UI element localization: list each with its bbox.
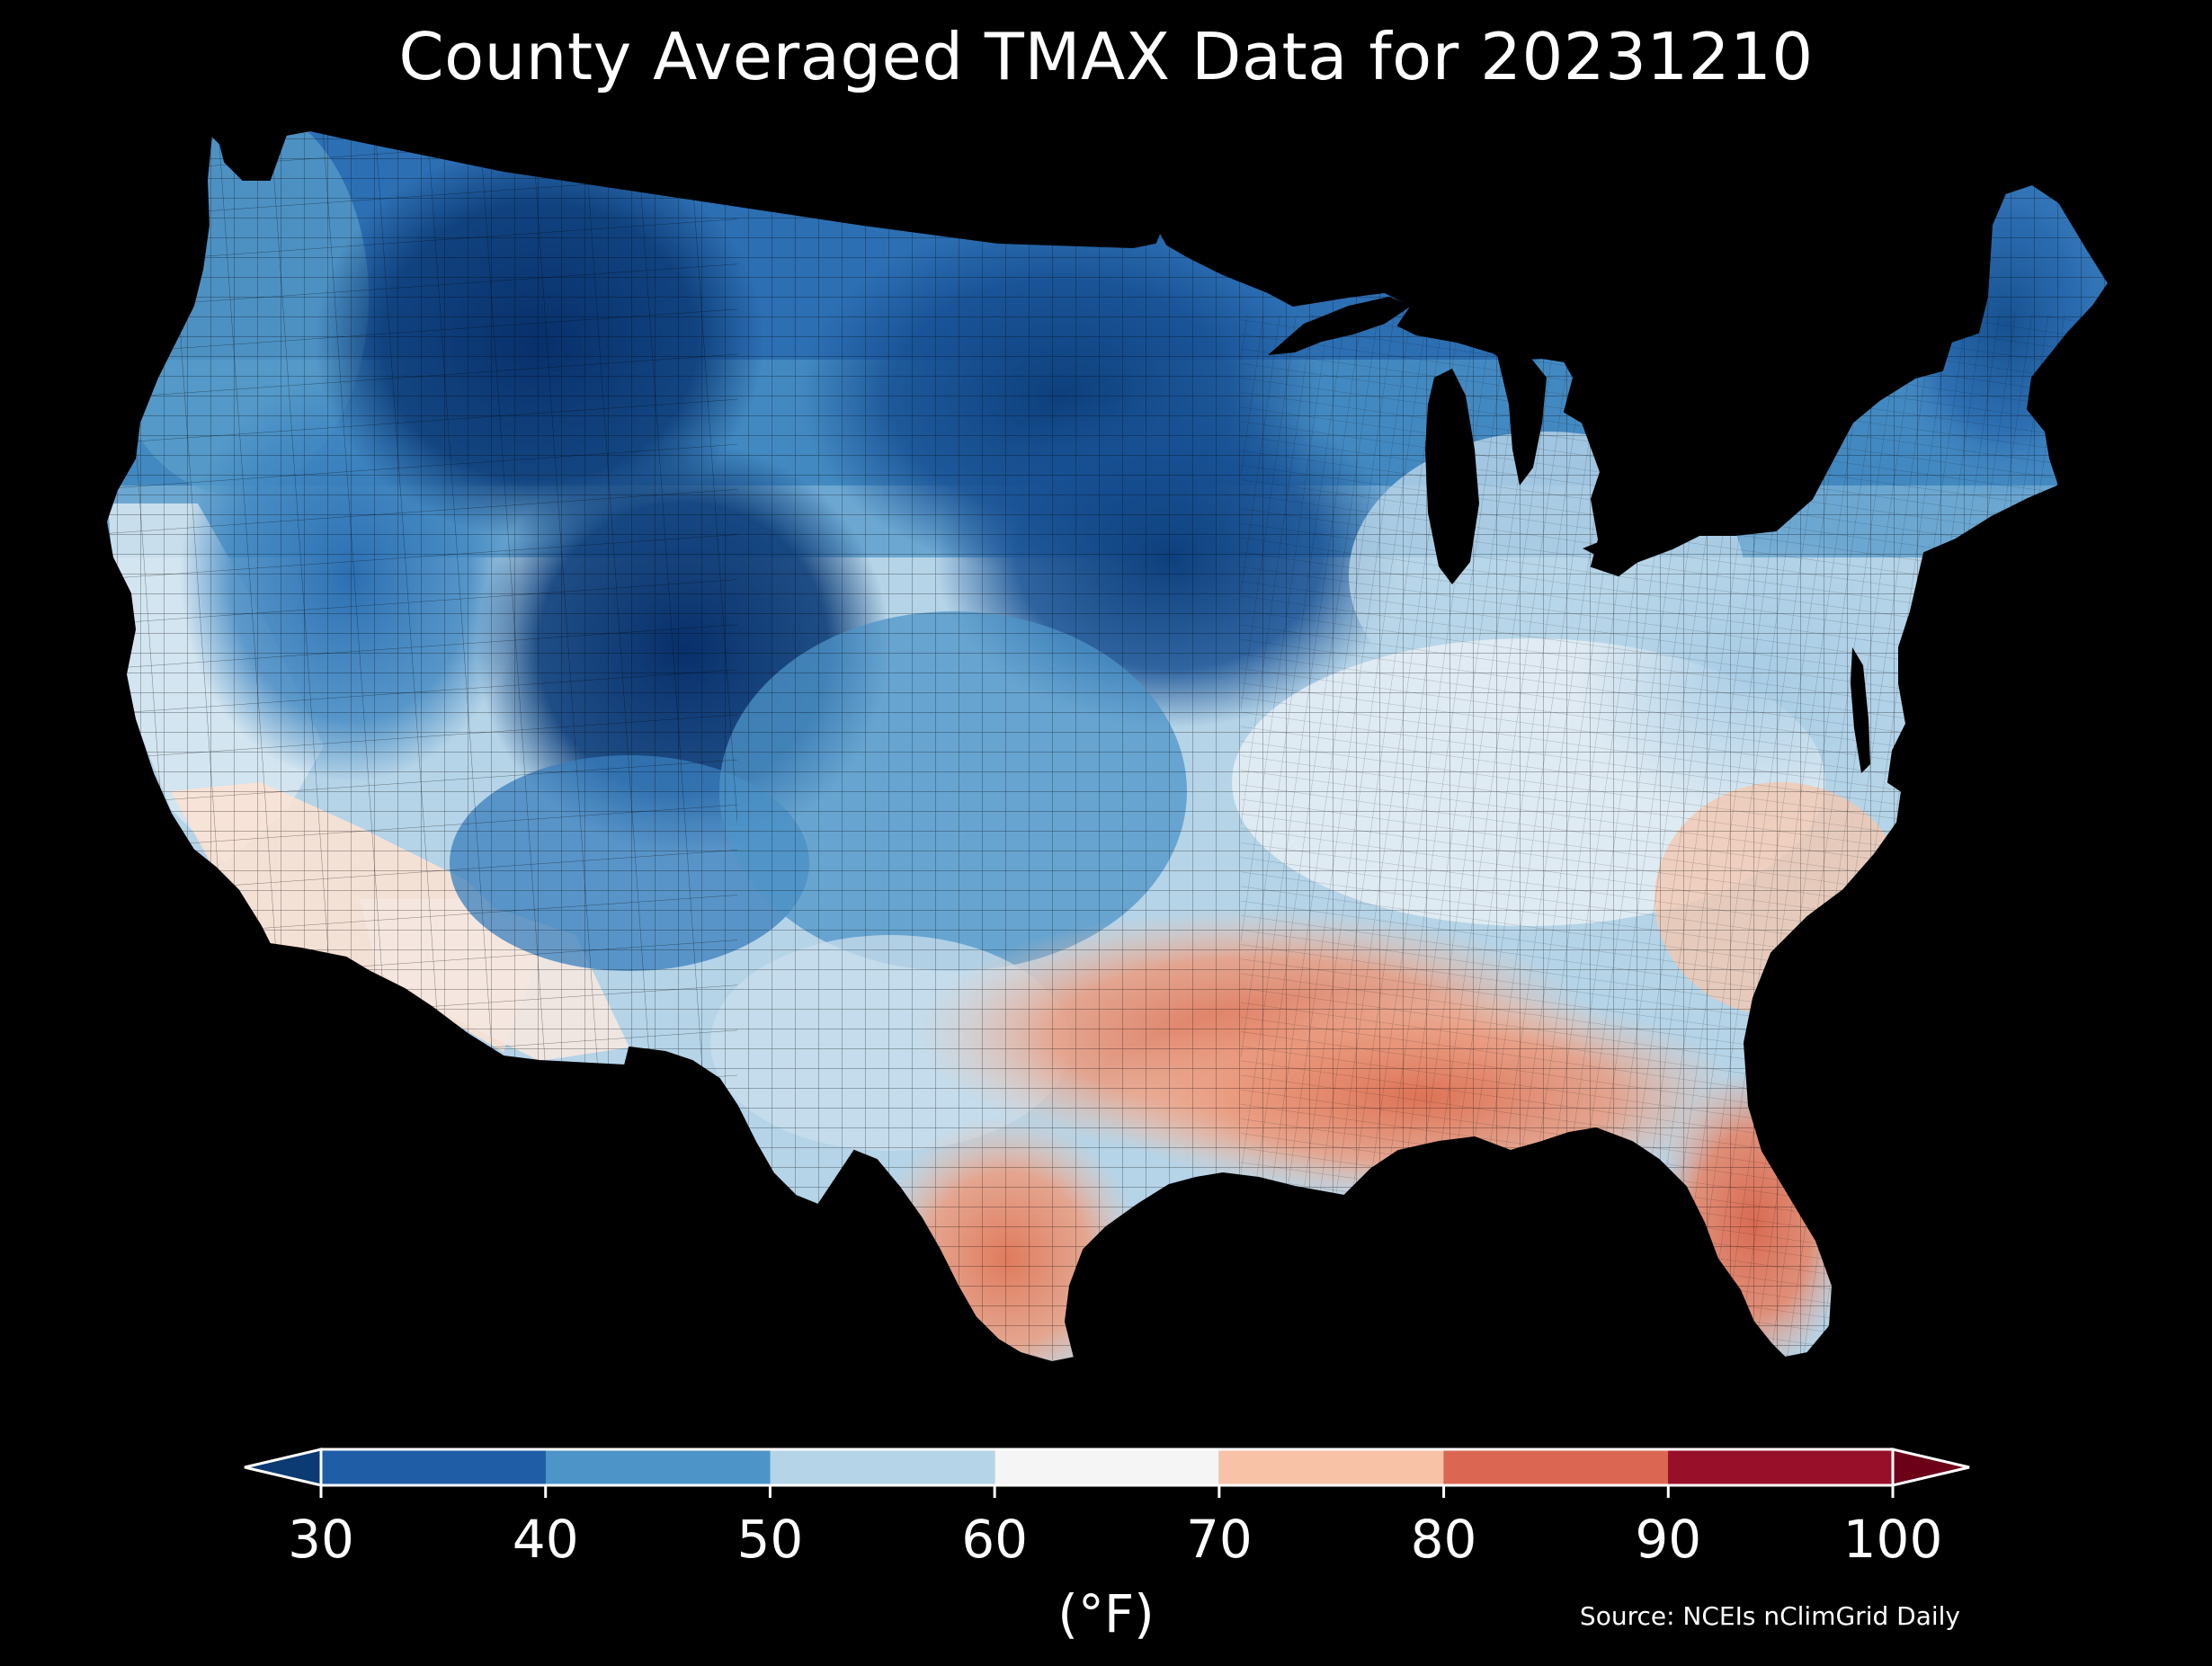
source-credit: Source: NCEIs nClimGrid Daily (1579, 1601, 1960, 1631)
colorbar-bin-90-100 (1668, 1449, 1893, 1485)
colorbar-tick-label-30: 30 (288, 1509, 354, 1570)
colorbar-tick-label-50: 50 (736, 1509, 804, 1570)
colorbar-ticks (319, 1485, 1895, 1498)
colorbar-bin-40-50 (545, 1449, 771, 1485)
lake-huron (1497, 355, 1547, 486)
colorbar-bins (321, 1449, 1893, 1485)
map-title: County Averaged TMAX Data for 20231210 (398, 19, 1814, 94)
colorbar-tick-label-90: 90 (1635, 1509, 1702, 1570)
colorbar-bin-80-90 (1443, 1449, 1669, 1485)
colorbar-bin-30-40 (321, 1449, 546, 1485)
colorbar-bin-70-80 (1218, 1449, 1444, 1485)
chesapeake-bay (1851, 647, 1870, 773)
colorbar-tick-label-60: 60 (961, 1509, 1029, 1570)
lake-michigan (1425, 369, 1479, 584)
colorbar-tick-label-40: 40 (512, 1509, 579, 1570)
colorbar-over-triangle (1891, 1448, 1970, 1487)
colorbar-under-triangle (244, 1448, 323, 1487)
colorbar-tick-label-100: 100 (1842, 1509, 1943, 1570)
colorbar-tick-label-80: 80 (1410, 1509, 1477, 1570)
colorbar-frame (319, 1448, 1895, 1487)
lake-superior (1268, 297, 1412, 355)
us-outline (104, 129, 2110, 1364)
colorbar-unit-label: (°F) (1057, 1583, 1155, 1644)
lake-erie (1583, 521, 1690, 562)
colorbar-bin-50-60 (770, 1449, 995, 1485)
water-bodies (1268, 297, 1870, 773)
colorbar-bin-60-70 (995, 1449, 1219, 1485)
colorbar-tick-label-70: 70 (1185, 1509, 1253, 1570)
